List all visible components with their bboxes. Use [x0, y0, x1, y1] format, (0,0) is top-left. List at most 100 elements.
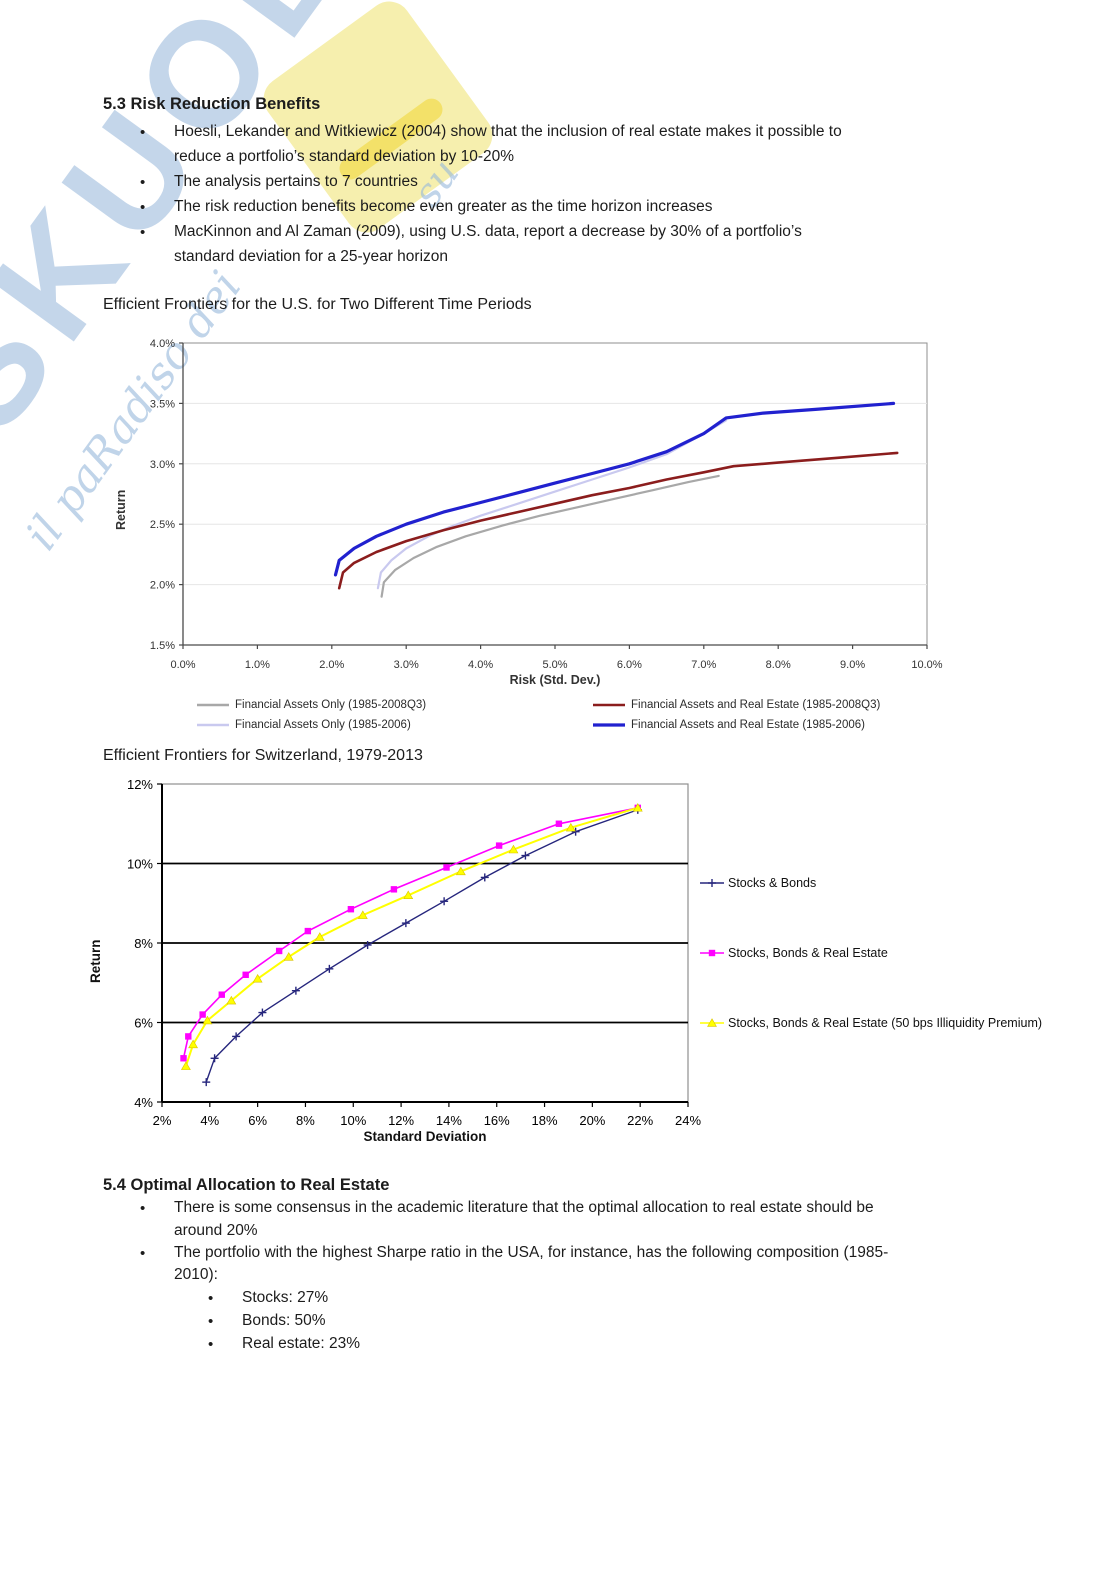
chart1-x-axis-title: Risk (Std. Dev.)	[509, 673, 601, 687]
bullet-line: standard deviation for a 25-year horizon	[174, 248, 448, 265]
series-line	[205, 809, 639, 1083]
data-marker	[495, 842, 503, 849]
data-marker	[180, 1055, 187, 1062]
data-marker	[390, 886, 398, 893]
bullet-marker: •	[140, 1200, 146, 1217]
series-line	[182, 807, 639, 1060]
data-marker	[252, 973, 263, 983]
data-marker	[443, 864, 450, 871]
legend-label: Stocks, Bonds & Real Estate (50 bps Illi…	[728, 1016, 1043, 1030]
legend-sample	[700, 1018, 724, 1027]
y-tick-label: 3.0%	[150, 459, 175, 471]
legend-label: Stocks & Bonds	[728, 876, 817, 890]
x-tick-label: 20%	[579, 1113, 605, 1128]
x-tick-label: 14%	[436, 1113, 462, 1128]
legend-label: Financial Assets Only (1985-2008Q3)	[235, 699, 427, 711]
chart2-caption: Efficient Frontiers for Switzerland, 197…	[103, 747, 423, 764]
legend-label: Financial Assets and Real Estate (1985-2…	[631, 699, 881, 711]
series-line	[380, 474, 720, 598]
y-tick-label: 4.0%	[150, 338, 175, 350]
x-tick-label: 4%	[200, 1113, 219, 1128]
bullet-line: The risk reduction benefits become even …	[174, 198, 713, 215]
y-tick-label: 4%	[134, 1095, 153, 1110]
data-marker	[188, 1039, 199, 1049]
chart1-y-axis-title: Return	[114, 489, 128, 530]
bullet-line: around 20%	[174, 1222, 258, 1239]
x-tick-label: 9.0%	[840, 659, 865, 671]
data-marker	[218, 991, 225, 998]
x-tick-label: 1.0%	[245, 659, 270, 671]
data-marker	[275, 947, 283, 955]
data-marker	[708, 949, 716, 957]
bullet-marker: •	[140, 174, 146, 191]
legend-sample	[593, 703, 625, 707]
chart1-caption: Efficient Frontiers for the U.S. for Two…	[103, 296, 532, 313]
data-marker	[314, 932, 325, 941]
y-tick-label: 10%	[127, 857, 153, 872]
y-tick-label: 6%	[134, 1016, 153, 1031]
bullet-line: The portfolio with the highest Sharpe ra…	[174, 1244, 889, 1261]
x-tick-label: 10%	[340, 1113, 366, 1128]
plot-border	[182, 342, 928, 646]
legend-label: Financial Assets Only (1985-2006)	[235, 719, 411, 731]
data-marker	[347, 906, 355, 913]
bullet-line: reduce a portfolio’s standard deviation …	[174, 148, 515, 165]
data-marker	[455, 866, 466, 876]
data-marker	[304, 927, 312, 935]
x-tick-label: 8%	[296, 1113, 315, 1128]
data-marker	[555, 820, 563, 827]
x-tick-label: 8.0%	[766, 659, 791, 671]
x-tick-label: 2.0%	[319, 659, 344, 671]
bullet-marker: •	[140, 224, 146, 241]
sub-bullet-marker: •	[208, 1290, 214, 1307]
x-tick-label: 24%	[675, 1113, 701, 1128]
legend-item: Stocks, Bonds & Real Estate (50 bps Illi…	[699, 1016, 1042, 1030]
sub-bullet-line: Stocks: 27%	[242, 1289, 329, 1306]
sub-bullet-marker: •	[208, 1313, 214, 1330]
bullet-line: 2010):	[174, 1266, 218, 1283]
legend-item: Financial Assets and Real Estate (1985-2…	[592, 719, 865, 731]
legend-sample	[700, 949, 724, 957]
bullet-line: MacKinnon and Al Zaman (2009), using U.S…	[174, 223, 802, 240]
section-54-heading: 5.4 Optimal Allocation to Real Estate	[103, 1176, 390, 1194]
y-tick-label: 8%	[134, 936, 153, 951]
y-tick-label: 1.5%	[150, 640, 175, 652]
legend-item: Financial Assets Only (1985-2006)	[196, 719, 411, 731]
series-line	[333, 401, 896, 577]
x-tick-label: 7.0%	[691, 659, 716, 671]
data-marker	[357, 910, 368, 919]
data-marker	[242, 971, 249, 978]
x-tick-label: 4.0%	[468, 659, 493, 671]
legend-sample	[700, 879, 724, 887]
legend-item: Financial Assets Only (1985-2008Q3)	[196, 699, 426, 711]
data-marker	[185, 1033, 192, 1040]
bullet-marker: •	[140, 1245, 146, 1262]
chart2-x-axis-title: Standard Deviation	[363, 1129, 487, 1144]
data-marker	[283, 952, 294, 961]
x-tick-label: 16%	[484, 1113, 510, 1128]
series-line	[337, 451, 899, 590]
legend-sample	[197, 723, 229, 727]
data-marker	[707, 1018, 717, 1027]
section-53-heading: 5.3 Risk Reduction Benefits	[103, 95, 321, 113]
data-marker	[508, 844, 519, 854]
legend-label: Financial Assets and Real Estate (1985-2…	[631, 719, 865, 731]
data-marker	[565, 822, 576, 832]
y-tick-label: 2.0%	[150, 580, 175, 592]
chart2-y-axis-title: Return	[88, 939, 103, 984]
bullet-line: Hoesli, Lekander and Witkiewicz (2004) s…	[174, 123, 842, 140]
x-tick-label: 6%	[248, 1113, 267, 1128]
x-tick-label: 12%	[388, 1113, 414, 1128]
legend-item: Stocks & Bonds	[699, 876, 816, 890]
data-marker	[226, 995, 237, 1005]
data-marker	[199, 1011, 206, 1018]
legend-item: Stocks, Bonds & Real Estate	[699, 946, 888, 960]
bullet-line: There is some consensus in the academic …	[174, 1199, 874, 1216]
data-marker	[632, 803, 643, 812]
x-tick-label: 3.0%	[394, 659, 419, 671]
bullet-line: The analysis pertains to 7 countries	[174, 173, 418, 190]
legend-item: Financial Assets and Real Estate (1985-2…	[592, 699, 880, 711]
bullet-marker: •	[140, 199, 146, 216]
data-marker	[180, 1061, 191, 1070]
